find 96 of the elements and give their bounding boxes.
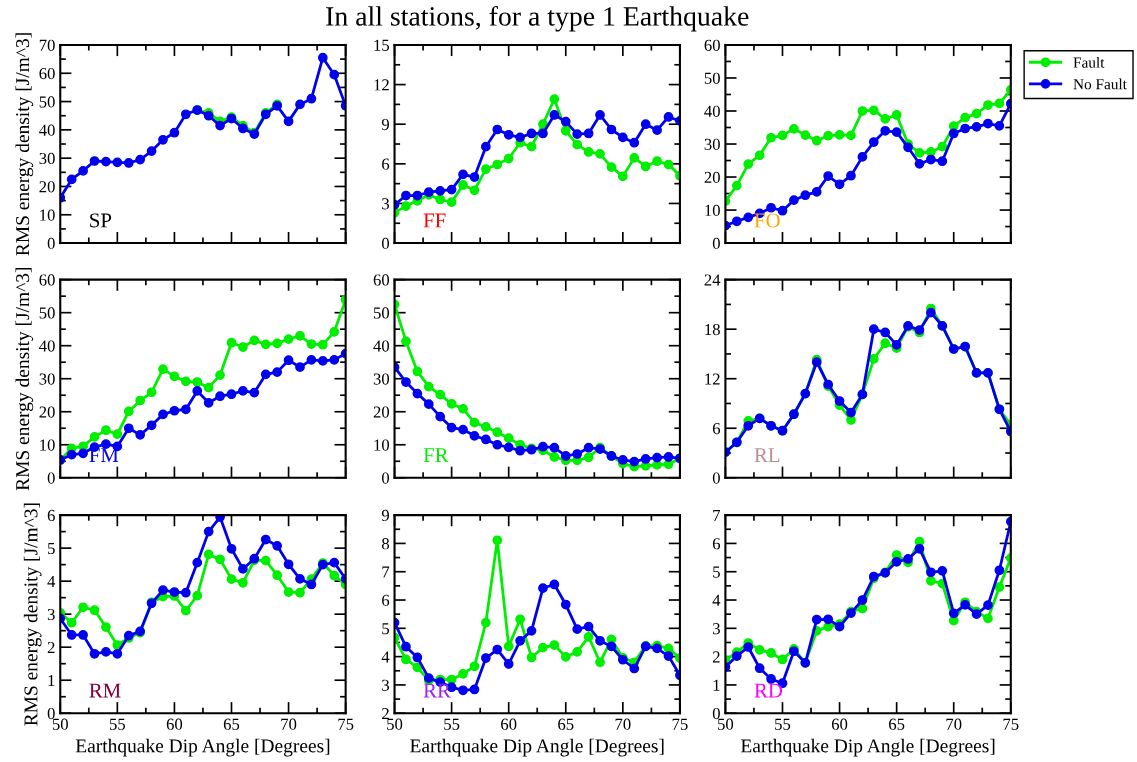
- y-tick-label: 0: [47, 237, 55, 250]
- x-axis-title: Earthquake Dip Angle [Degrees]: [740, 738, 995, 757]
- y-tick-label: 40: [39, 124, 55, 136]
- y-tick-label: 9: [381, 118, 389, 131]
- y-tick-label: 10: [40, 209, 55, 221]
- x-tick-label: 70: [615, 718, 631, 730]
- annotation: FM: [89, 448, 119, 462]
- y-tick-label: 10: [705, 204, 720, 216]
- y-tick-label: 3: [382, 679, 390, 691]
- y-tick-label: 1: [713, 679, 720, 691]
- y-tick-label: 10: [40, 439, 55, 451]
- y-tick-label: 12: [705, 373, 720, 385]
- y-tick-label: 6: [47, 509, 55, 522]
- y-tick-label: 6: [712, 538, 721, 550]
- y-tick-label: 1: [48, 674, 55, 686]
- y-tick-label: 2: [712, 651, 720, 663]
- y-tick-label: 2: [47, 641, 55, 653]
- y-tick-label: 20: [704, 171, 720, 183]
- x-tick-label: 70: [946, 718, 962, 730]
- y-tick-label: 0: [47, 472, 55, 484]
- legend-label: No Fault: [1073, 78, 1127, 90]
- y-tick-label: 0: [712, 472, 720, 484]
- x-tick-label: 75: [1003, 718, 1019, 730]
- x-axis-title: Earthquake Dip Angle [Degrees]: [410, 738, 664, 757]
- x-tick-label: 55: [444, 718, 460, 730]
- y-tick-label: 6: [382, 158, 390, 170]
- annotation: FO: [754, 213, 780, 228]
- x-tick-label: 60: [501, 718, 517, 730]
- y-axis-title: RMS energy density [J/m^3]: [15, 33, 34, 256]
- y-tick-label: 3: [713, 623, 720, 635]
- x-tick-label: 75: [338, 718, 354, 730]
- annotation: RM: [89, 683, 121, 698]
- x-axis-title: Earthquake Dip Angle [Degrees]: [75, 738, 330, 757]
- x-tick-label: 65: [223, 718, 240, 730]
- annotation: FF: [423, 213, 446, 228]
- y-tick-label: 60: [373, 274, 390, 286]
- x-tick-label: 65: [889, 718, 905, 730]
- y-tick-label: 30: [39, 373, 55, 385]
- y-tick-label: 50: [39, 96, 55, 108]
- annotation: RD: [754, 683, 783, 698]
- y-tick-label: 5: [713, 566, 720, 578]
- annotation: FR: [423, 448, 449, 462]
- y-tick-label: 30: [373, 373, 390, 385]
- y-tick-label: 50: [704, 72, 720, 84]
- y-tick-label: 7: [382, 566, 390, 578]
- y-tick-label: 20: [373, 406, 390, 418]
- y-tick-label: 20: [39, 181, 55, 193]
- y-tick-label: 70: [39, 39, 55, 51]
- y-tick-label: 15: [374, 39, 390, 51]
- y-tick-label: 40: [704, 105, 720, 117]
- y-tick-label: 40: [373, 340, 390, 352]
- chart-title: In all stations, for a type 1 Earthquake: [326, 5, 749, 32]
- y-tick-label: 6: [382, 594, 390, 606]
- y-tick-label: 24: [704, 274, 721, 286]
- y-tick-label: 6: [712, 422, 721, 435]
- y-tick-label: 7: [713, 509, 721, 521]
- y-tick-label: 4: [712, 594, 721, 606]
- y-tick-label: 30: [39, 152, 55, 165]
- y-tick-label: 4: [47, 575, 56, 587]
- y-tick-label: 4: [381, 651, 390, 663]
- y-tick-label: 0: [47, 707, 55, 720]
- y-tick-label: 2: [382, 707, 389, 720]
- y-tick-label: 9: [381, 509, 389, 522]
- y-tick-label: 30: [704, 138, 720, 150]
- y-tick-label: 0: [712, 237, 720, 250]
- y-tick-label: 5: [382, 623, 390, 635]
- annotation: RL: [754, 448, 780, 462]
- y-axis-title: RMS energy density [J/m^3]: [15, 268, 34, 491]
- y-tick-label: 40: [39, 340, 55, 352]
- y-tick-label: 12: [374, 79, 389, 91]
- y-tick-label: 20: [39, 406, 55, 418]
- y-tick-label: 18: [705, 323, 720, 336]
- legend-label: Fault: [1073, 57, 1105, 68]
- x-tick-label: 55: [775, 718, 791, 730]
- annotation: RR: [423, 683, 451, 698]
- y-tick-label: 50: [373, 307, 390, 319]
- y-tick-label: 3: [382, 198, 390, 210]
- y-tick-label: 0: [381, 237, 390, 250]
- y-tick-label: 60: [704, 39, 720, 51]
- y-tick-label: 0: [712, 707, 720, 720]
- y-axis-title: RMS energy density [J/m^3]: [23, 503, 42, 726]
- x-tick-label: 70: [281, 718, 297, 730]
- y-tick-label: 8: [381, 538, 390, 550]
- y-tick-label: 10: [374, 439, 390, 451]
- x-tick-label: 55: [109, 718, 126, 730]
- y-tick-label: 3: [47, 608, 55, 621]
- x-tick-label: 60: [166, 718, 183, 730]
- x-tick-label: 60: [831, 718, 848, 730]
- y-tick-label: 60: [39, 67, 55, 80]
- y-tick-label: 50: [39, 307, 55, 319]
- x-tick-label: 65: [558, 718, 574, 730]
- y-tick-label: 5: [48, 543, 55, 555]
- annotation: SP: [90, 213, 112, 228]
- x-tick-label: 75: [672, 718, 688, 730]
- y-tick-label: 0: [381, 472, 390, 484]
- y-tick-label: 60: [39, 274, 55, 286]
